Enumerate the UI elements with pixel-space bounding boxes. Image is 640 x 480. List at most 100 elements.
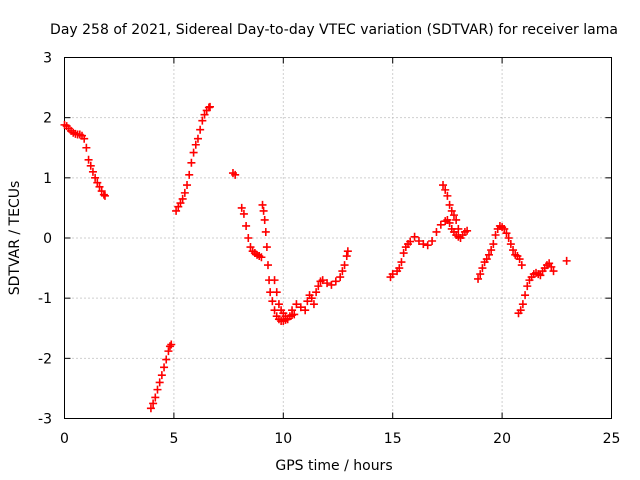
- data-point: [270, 276, 279, 285]
- y-tick-label: -1: [38, 291, 52, 307]
- data-point: [439, 181, 448, 190]
- data-point: [146, 404, 155, 413]
- data-point: [183, 181, 192, 190]
- data-point: [414, 237, 423, 246]
- data-point: [290, 310, 299, 319]
- data-point: [518, 300, 527, 309]
- data-point: [515, 255, 524, 264]
- x-tick-label: 10: [274, 431, 292, 447]
- data-point: [200, 110, 209, 119]
- data-point: [242, 221, 251, 230]
- data-point: [536, 271, 545, 280]
- data-point: [484, 250, 493, 259]
- data-point: [309, 300, 318, 309]
- data-point: [257, 253, 266, 262]
- data-point: [165, 342, 174, 351]
- data-point: [178, 194, 187, 203]
- x-axis-label: GPS time / hours: [275, 458, 392, 474]
- y-tick-label: 0: [43, 231, 52, 247]
- data-point: [476, 270, 485, 279]
- data-point: [419, 240, 428, 249]
- data-point: [80, 134, 89, 143]
- data-point: [82, 143, 91, 152]
- data-point: [176, 199, 185, 208]
- data-point: [342, 252, 351, 261]
- data-point: [160, 363, 169, 372]
- data-point: [274, 300, 283, 309]
- data-point: [100, 191, 109, 200]
- data-point: [237, 203, 246, 212]
- data-point: [312, 288, 321, 297]
- data-point: [504, 234, 513, 242]
- y-tick-label: 1: [43, 171, 52, 187]
- data-point: [436, 220, 445, 229]
- data-point: [478, 264, 487, 273]
- x-tick-label: 15: [384, 431, 402, 447]
- data-point: [206, 102, 215, 111]
- data-point: [454, 224, 463, 233]
- data-point: [99, 190, 108, 199]
- data-point: [292, 300, 301, 309]
- data-point: [288, 306, 297, 315]
- data-point: [388, 270, 397, 279]
- data-point: [157, 371, 166, 380]
- grid-lines: [64, 57, 612, 419]
- data-point: [283, 315, 292, 324]
- data-point: [318, 276, 327, 285]
- data-point: [502, 229, 511, 238]
- data-point: [410, 232, 419, 241]
- data-point: [296, 303, 305, 312]
- x-tick-labels: 0 5 10 15 20 25: [60, 431, 620, 447]
- data-points: [60, 102, 571, 413]
- data-point: [151, 393, 160, 402]
- data-point: [509, 246, 518, 255]
- data-point: [303, 297, 312, 306]
- data-point: [91, 173, 100, 182]
- data-point: [149, 399, 158, 408]
- data-point: [516, 306, 525, 315]
- data-point: [327, 280, 336, 289]
- data-point: [268, 297, 277, 306]
- data-point: [449, 211, 458, 220]
- data-point: [395, 264, 404, 273]
- data-point: [162, 355, 171, 364]
- x-tick-label: 0: [60, 431, 69, 447]
- data-point: [185, 170, 194, 179]
- y-tick-label: -2: [38, 351, 52, 367]
- data-point: [506, 240, 515, 249]
- data-point: [153, 385, 162, 394]
- data-point: [84, 155, 93, 164]
- data-point: [180, 188, 189, 197]
- data-point: [406, 237, 415, 246]
- data-point: [196, 125, 205, 134]
- data-point: [193, 134, 202, 143]
- data-point: [331, 277, 340, 286]
- data-point: [239, 209, 248, 218]
- data-point: [447, 206, 456, 215]
- data-point: [521, 291, 530, 300]
- data-point: [445, 218, 454, 227]
- y-axis-label: SDTVAR / TECUs: [7, 181, 23, 296]
- y-tick-labels: -3 -2 -1 0 1 2 3: [38, 51, 52, 428]
- data-point: [343, 247, 352, 256]
- data-point: [86, 161, 95, 170]
- data-point: [307, 294, 316, 303]
- data-point: [549, 267, 558, 276]
- data-point: [187, 158, 196, 167]
- data-point: [95, 182, 104, 191]
- data-point: [261, 227, 270, 236]
- data-point: [547, 262, 556, 271]
- data-point: [262, 243, 271, 252]
- data-point: [88, 167, 97, 176]
- data-point: [474, 274, 483, 283]
- data-point: [260, 215, 269, 224]
- data-point: [244, 234, 253, 242]
- data-point: [191, 140, 200, 149]
- data-point: [172, 206, 181, 215]
- data-point: [167, 340, 176, 349]
- data-point: [155, 378, 164, 387]
- data-point: [445, 200, 454, 209]
- data-point: [432, 227, 441, 236]
- data-point: [482, 255, 491, 264]
